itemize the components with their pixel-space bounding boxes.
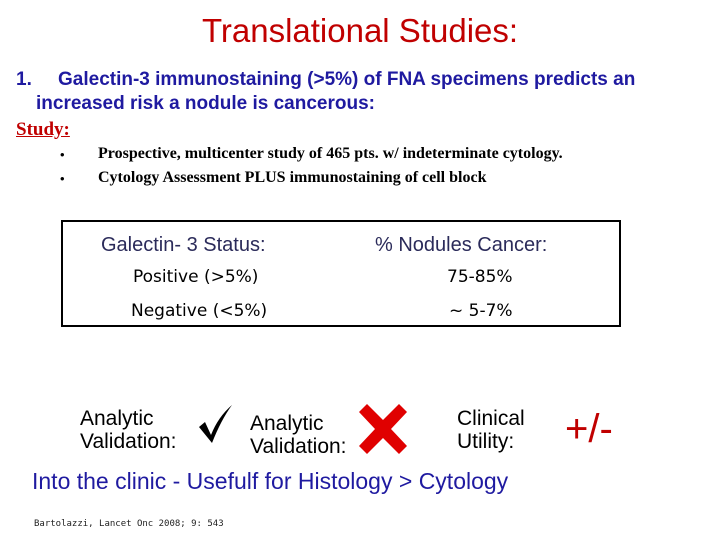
point-1-line-1: Galectin-3 immunostaining (>5%) of FNA s… bbox=[58, 69, 636, 90]
checkmark-icon bbox=[199, 405, 232, 443]
clinical-utility-label: Clinical Utility: bbox=[457, 407, 525, 453]
label-line: Analytic bbox=[80, 407, 154, 430]
point-1-number: 1. bbox=[16, 69, 32, 90]
analytic-validation-label-1: Analytic Validation: bbox=[80, 407, 177, 453]
point-1: 1. Galectin-3 immunostaining (>5%) of FNA… bbox=[16, 68, 635, 116]
study-label: Study: bbox=[16, 119, 70, 140]
point-1-line-2: increased risk a nodule is cancerous: bbox=[36, 93, 375, 114]
galectin-status-table: Galectin- 3 Status: % Nodules Cancer: Po… bbox=[61, 220, 621, 327]
bullet-text: Cytology Assessment PLUS immunostaining … bbox=[98, 169, 487, 186]
conclusion-text: Into the clinic - Usefulf for Histology … bbox=[32, 468, 509, 494]
bullet-marker: • bbox=[60, 147, 65, 162]
label-line: Clinical bbox=[457, 407, 525, 430]
bullet-marker: • bbox=[60, 171, 65, 186]
slide-title: Translational Studies: bbox=[201, 12, 519, 49]
red-x-icon bbox=[359, 404, 407, 454]
table-cell: Positive (>5%) bbox=[133, 267, 259, 287]
citation: Bartolazzi, Lancet Onc 2008; 9: 543 bbox=[34, 519, 224, 529]
table-cell: Negative (<5%) bbox=[131, 301, 268, 321]
label-line: Validation: bbox=[80, 430, 177, 453]
label-line: Validation: bbox=[250, 435, 347, 458]
label-line: Analytic bbox=[250, 412, 324, 435]
analytic-validation-label-2: Analytic Validation: bbox=[250, 412, 347, 458]
plus-minus-mark: +/- bbox=[565, 407, 613, 451]
table-header-status: Galectin- 3 Status: bbox=[101, 234, 266, 256]
table-cell: ~ 5-7% bbox=[449, 301, 513, 321]
label-line: Utility: bbox=[457, 430, 515, 453]
table-cell: 75-85% bbox=[447, 267, 513, 287]
bullet-text: Prospective, multicenter study of 465 pt… bbox=[98, 145, 563, 162]
table-header-percent: % Nodules Cancer: bbox=[375, 234, 548, 256]
